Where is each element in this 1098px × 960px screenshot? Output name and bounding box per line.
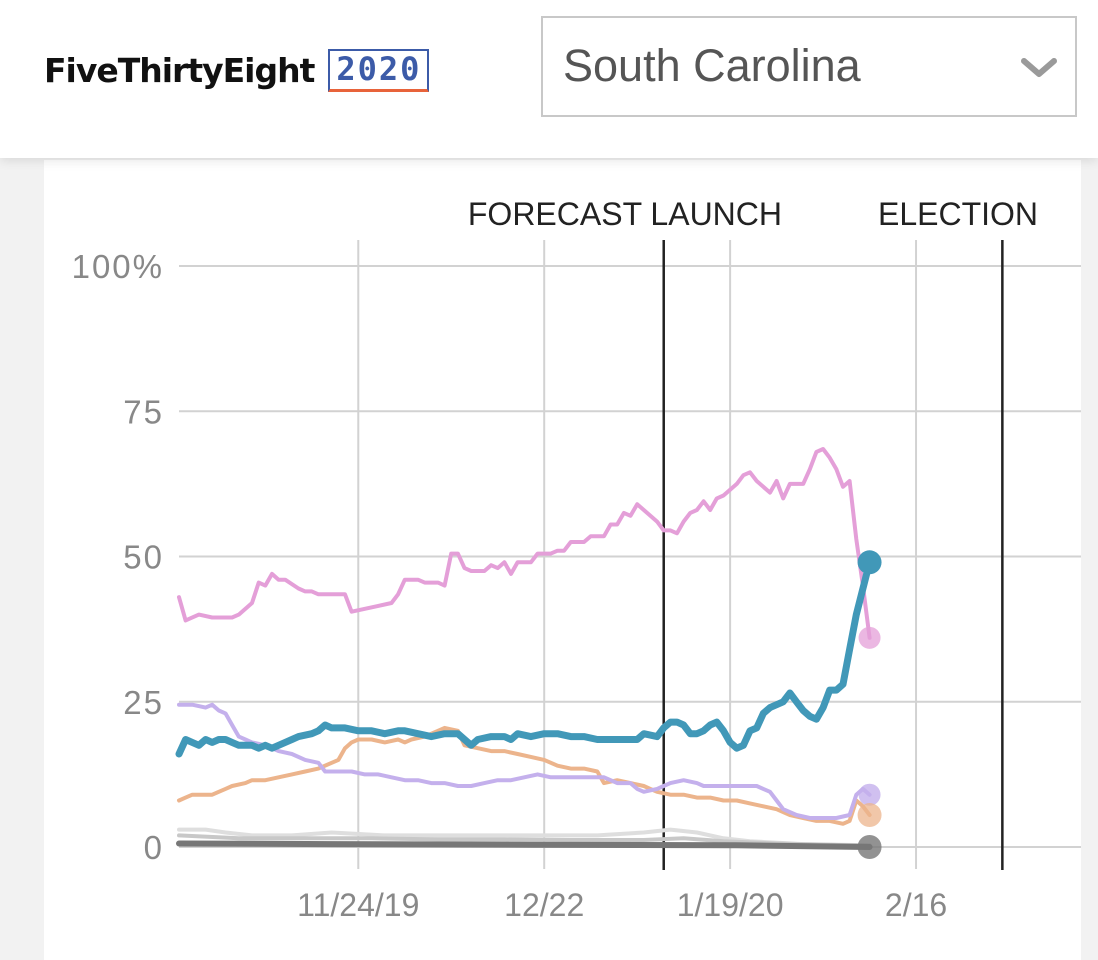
state-selector-value: South Carolina [563,40,861,91]
series-end-marker [858,783,881,806]
y-tick-label: 50 [123,539,164,576]
site-header: FiveThirtyEight 2020 South Carolina [0,0,1098,158]
series-end-marker [857,803,882,828]
brand-name: FiveThirtyEight [44,50,315,90]
y-tick-label: 75 [123,393,164,430]
x-tick-label: 11/24/19 [297,887,419,923]
series-line [177,725,872,826]
annotation-label: FORECAST LAUNCH [468,196,782,232]
y-tick-label: 100% [72,248,164,285]
brand-year: 2020 [328,48,430,92]
series-line [175,558,874,758]
series-line [177,702,872,820]
x-tick-label: 2/16 [885,887,947,923]
series-line [176,840,873,850]
series-end-marker [857,550,882,575]
annotation-label: ELECTION [878,196,1038,232]
series-end-marker [858,626,881,649]
state-selector-dropdown[interactable]: South Carolina [541,16,1077,117]
forecast-line-chart: 100% 75 50 25 0 11/24/19 12/22 1/19/20 2/16 FOREC… [72,196,1081,923]
series-end-marker [857,835,882,859]
fivethirtyeight-2020-logo[interactable]: FiveThirtyEight 2020 [44,48,430,92]
y-tick-label: 25 [123,684,164,721]
series-line [177,833,872,848]
series-line [177,447,872,640]
forecast-chart-card: 100% 75 50 25 0 11/24/19 12/22 1/19/20 2/16 FOREC… [44,160,1081,960]
series-line [177,827,872,848]
chevron-down-icon [1021,58,1057,77]
x-tick-label: 12/22 [504,887,584,923]
x-tick-label: 1/19/20 [677,887,784,923]
y-tick-label: 0 [144,829,164,866]
